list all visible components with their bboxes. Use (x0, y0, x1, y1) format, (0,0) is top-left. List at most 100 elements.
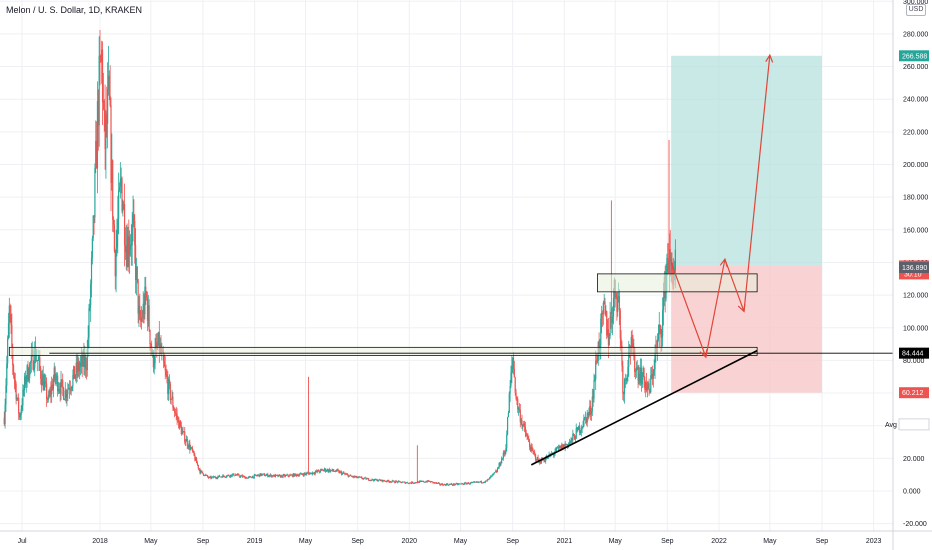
candle-body (262, 473, 265, 475)
candle-body (279, 475, 282, 478)
candle-body (406, 482, 409, 484)
candle-body (252, 476, 254, 478)
candle-body (572, 433, 574, 441)
candle-body (499, 463, 501, 466)
candle-body (657, 333, 660, 340)
candle-body (529, 441, 531, 447)
candle-body (432, 481, 434, 483)
candle-body (374, 478, 376, 480)
candle-body (302, 474, 304, 476)
candle-body (506, 417, 509, 435)
candle-body (418, 481, 420, 483)
candle-body (142, 303, 144, 319)
candle-body (223, 476, 226, 477)
candle-body (330, 470, 332, 471)
candle-body (490, 476, 492, 478)
candle-body (287, 474, 289, 476)
candle-body (575, 428, 577, 439)
candle-body (384, 480, 386, 482)
candle-body (433, 482, 435, 484)
time-axis[interactable]: Jul 2018 May Sep 2019 May Sep 2020 May Sep 2021 May… (0, 530, 932, 545)
candle-body (516, 398, 518, 400)
candle-body (369, 479, 371, 481)
x-tick-label: Sep (506, 538, 519, 545)
candle-body (320, 469, 322, 471)
candle-body (172, 396, 174, 408)
candle-body (188, 443, 190, 448)
candle-body (345, 474, 348, 475)
candle-body (92, 215, 94, 239)
candle-body (534, 454, 537, 460)
candle-body (260, 473, 262, 476)
candle-body (412, 483, 415, 484)
candle-body (246, 477, 249, 479)
candle-body (81, 356, 83, 367)
candle-body (312, 472, 314, 475)
candle-body (301, 474, 304, 476)
candle-body (674, 249, 676, 271)
candle-body (321, 469, 323, 471)
candle-body (644, 379, 646, 390)
candle-body (179, 421, 182, 426)
candle-body (314, 471, 316, 474)
candle-body (79, 362, 82, 368)
avg-label: Avg (885, 422, 897, 429)
candle-body (563, 444, 565, 447)
candle-body (363, 477, 365, 479)
y-tick-label: 180.000 (903, 195, 928, 202)
candle-body (168, 379, 171, 384)
candle-body (18, 398, 20, 414)
candle-body (573, 435, 576, 440)
candle-body (325, 470, 327, 472)
candle-body (286, 474, 288, 476)
candle-body (215, 477, 217, 479)
y-tick-label: 160.000 (903, 227, 928, 234)
candle-body (336, 469, 338, 471)
candle-body (312, 472, 315, 474)
candle-body (493, 473, 495, 474)
candle-body (356, 477, 359, 479)
candle-body (253, 475, 255, 478)
candle-body (642, 367, 644, 377)
candle-body (293, 473, 295, 477)
candle-body (190, 447, 193, 449)
candle-body (651, 374, 653, 376)
candle-body (95, 140, 97, 169)
candle-body (581, 427, 583, 429)
candle-body (392, 480, 394, 482)
candle-body (510, 372, 512, 386)
candle-body (587, 413, 589, 415)
candle-body (423, 481, 426, 483)
candle-body (210, 476, 212, 479)
candle-body (594, 379, 596, 381)
candle-body (473, 481, 475, 483)
price-tag-label: 266.588 (902, 53, 927, 60)
price-tags: 266.588137.88330:10136.89084.44460.21240… (885, 50, 930, 431)
candle-body (25, 379, 27, 385)
x-tick-label: May (763, 538, 777, 545)
candle-body (478, 481, 480, 483)
candle-body (277, 475, 279, 477)
candle-body (226, 475, 228, 477)
candle-body (428, 480, 430, 482)
candle-body (422, 480, 424, 482)
candle-body (645, 382, 647, 390)
candle-body (526, 436, 528, 437)
candle-body (482, 482, 484, 484)
candle-body (324, 468, 326, 472)
candle-body (464, 482, 466, 484)
candle-body (637, 368, 639, 381)
currency-badge[interactable]: USD (906, 4, 926, 16)
x-tick-label: 2020 (401, 538, 417, 545)
candle-body (42, 374, 44, 390)
candle-body (60, 379, 62, 394)
candle-body (413, 482, 415, 484)
candle-body (419, 481, 421, 482)
projected-path-arrow (705, 259, 725, 358)
candle-body (525, 432, 527, 437)
candle-body (424, 481, 426, 483)
candle-body (340, 471, 343, 475)
candle-body (222, 475, 224, 478)
candle-body (441, 483, 443, 486)
